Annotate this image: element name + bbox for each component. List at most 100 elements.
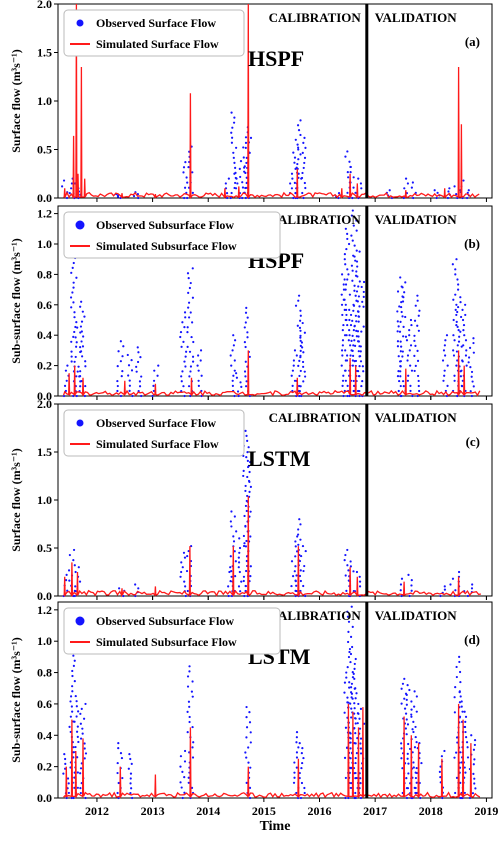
y-tick-label: 1.0	[37, 634, 52, 648]
y-tick-label: 0.5	[37, 541, 52, 555]
observed-point	[301, 321, 304, 325]
observed-point	[470, 370, 474, 374]
observed-point	[186, 326, 189, 329]
observed-point	[467, 361, 470, 364]
observed-point	[76, 786, 79, 789]
observed-point	[299, 336, 302, 339]
observed-point	[342, 323, 345, 327]
observed-point	[409, 384, 412, 387]
observed-point	[401, 682, 405, 685]
observed-point	[459, 751, 462, 754]
observed-point	[443, 585, 446, 588]
observed-point	[243, 341, 246, 344]
observed-point	[362, 305, 365, 308]
observed-point	[407, 772, 410, 775]
legend-simulated-label: Simulated Subsurface Flow	[96, 239, 237, 253]
observed-point	[346, 666, 349, 669]
observed-point	[441, 359, 445, 362]
observed-point	[237, 566, 240, 569]
observed-point	[244, 171, 247, 175]
observed-point	[183, 326, 186, 329]
observed-point	[248, 786, 252, 789]
observed-point	[84, 365, 87, 368]
observed-point	[293, 761, 296, 764]
observed-point	[304, 594, 307, 598]
observed-point	[347, 630, 350, 633]
legend-observed-label: Observed Subsurface Flow	[96, 218, 234, 232]
observed-point	[240, 580, 243, 583]
observed-point	[349, 757, 352, 760]
observed-point	[299, 538, 302, 541]
observed-point	[238, 546, 242, 550]
y-tick-label: 1.0	[37, 493, 52, 507]
observed-point	[244, 186, 247, 190]
observed-point	[413, 354, 416, 357]
observed-point	[403, 291, 406, 294]
plot-frame	[57, 205, 493, 397]
observed-point	[192, 340, 195, 344]
observed-point	[349, 686, 353, 689]
observed-point	[181, 370, 184, 373]
observed-point	[234, 181, 237, 185]
simulated-line	[63, 703, 481, 799]
observed-point	[299, 579, 302, 583]
observed-point	[136, 360, 140, 364]
observed-point	[187, 301, 191, 304]
observed-point	[248, 470, 251, 474]
observed-point	[456, 344, 459, 347]
observed-point	[464, 736, 468, 739]
observed-point	[349, 344, 352, 347]
observed-point	[348, 293, 352, 296]
observed-point	[77, 710, 80, 713]
observed-point	[83, 394, 87, 398]
observed-point	[72, 559, 75, 562]
observed-point	[119, 394, 123, 398]
observed-point	[346, 394, 349, 398]
observed-point	[187, 781, 190, 784]
observed-point	[459, 301, 462, 304]
observed-point	[303, 564, 306, 568]
observed-point	[245, 380, 248, 383]
observed-point	[407, 762, 410, 765]
observed-point	[297, 148, 300, 151]
observed-point	[72, 654, 75, 657]
panel-tag: (a)	[465, 34, 480, 49]
observed-point	[62, 772, 65, 775]
observed-point	[234, 575, 237, 578]
observed-point	[463, 710, 466, 713]
observed-point	[241, 186, 245, 189]
observed-point	[188, 286, 191, 290]
observed-point	[70, 705, 73, 708]
observed-point	[344, 303, 347, 306]
observed-point	[344, 726, 348, 729]
observed-point	[348, 681, 351, 684]
observed-point	[296, 143, 299, 146]
observed-point	[121, 355, 124, 358]
observed-point	[462, 179, 465, 182]
observed-point	[442, 349, 446, 352]
observed-point	[79, 712, 82, 715]
observed-point	[346, 696, 349, 699]
observed-point	[354, 314, 357, 317]
observed-point	[348, 334, 351, 337]
observed-point	[358, 305, 361, 308]
observed-point	[236, 390, 240, 393]
observed-point	[443, 369, 446, 372]
observed-point	[474, 787, 477, 790]
observed-point	[406, 354, 410, 357]
x-tick-label: 2012	[85, 804, 109, 818]
observed-point	[458, 715, 462, 718]
observed-point	[67, 782, 70, 785]
observed-point	[352, 389, 355, 393]
observed-point	[346, 232, 349, 235]
observed-point	[248, 721, 252, 724]
observed-point	[354, 732, 357, 735]
observed-point	[340, 349, 344, 352]
observed-point	[460, 369, 463, 372]
observed-point	[353, 255, 356, 258]
observed-point	[298, 742, 301, 745]
observed-point	[354, 756, 357, 760]
observed-point	[460, 345, 463, 348]
observed-point	[233, 116, 236, 119]
observed-point	[406, 379, 409, 382]
